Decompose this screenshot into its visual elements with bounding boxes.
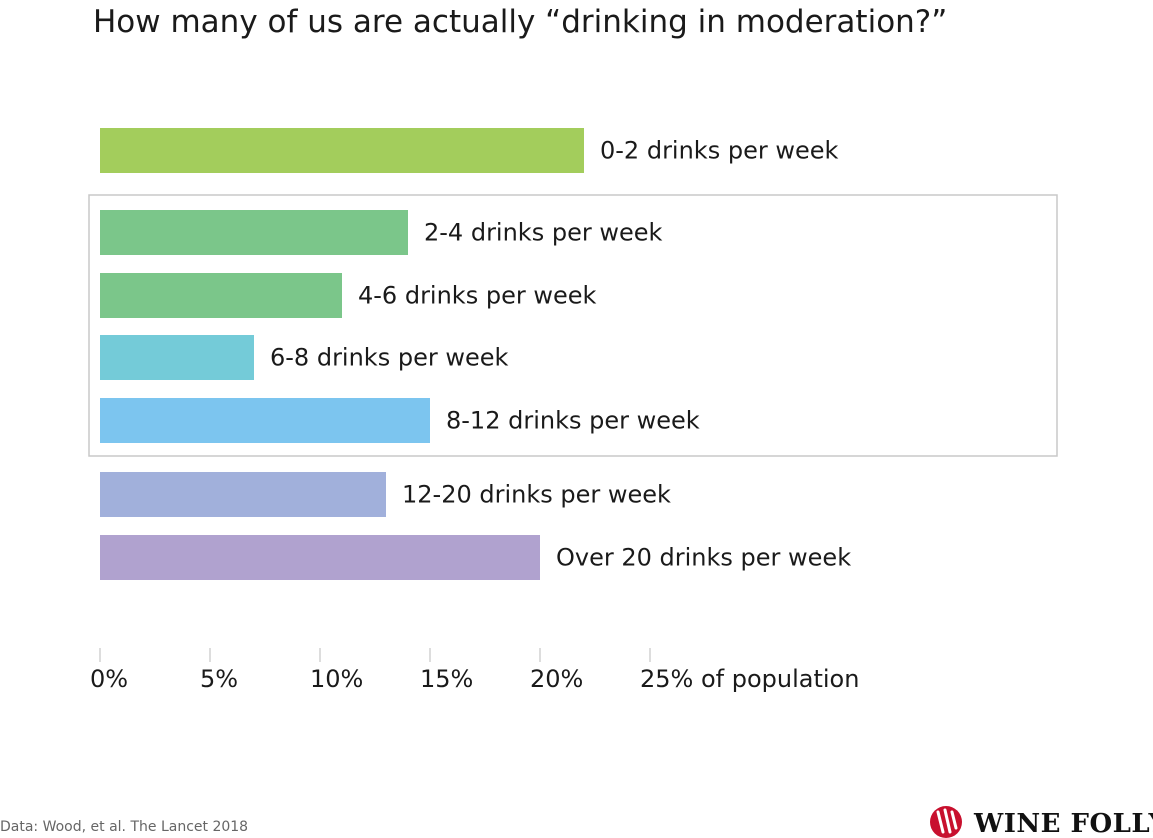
x-tick-label-5: 5%	[200, 665, 238, 693]
chart-title: How many of us are actually “drinking in…	[93, 4, 947, 40]
bar-label-3: 4-6 drinks per week	[358, 282, 596, 310]
source-note: Data: Wood, et al. The Lancet 2018	[0, 819, 248, 835]
bar-label-4: 6-8 drinks per week	[270, 344, 508, 372]
bar-label-7: Over 20 drinks per week	[556, 544, 851, 572]
moderation-highlight-box	[88, 194, 1058, 457]
x-tick-label-25: 25% of population	[640, 665, 859, 693]
bar-5	[100, 398, 430, 443]
bar-label-1: 0-2 drinks per week	[600, 137, 838, 165]
bar-1	[100, 128, 584, 173]
x-tick-label-10: 10%	[310, 665, 363, 693]
wine-folly-logo-icon	[930, 806, 962, 838]
x-tick-label-20: 20%	[530, 665, 583, 693]
bars-group: 0-2 drinks per week 2-4 drinks per week 4-…	[100, 128, 851, 580]
x-tick-label-0: 0%	[90, 665, 128, 693]
bar-6	[100, 472, 386, 517]
bar-7	[100, 535, 540, 580]
wine-folly-logo[interactable]: WINE FOLLY	[930, 806, 1153, 838]
bar-label-6: 12-20 drinks per week	[402, 481, 671, 509]
bar-3	[100, 273, 342, 318]
brand-name: WINE FOLLY	[973, 809, 1153, 838]
bar-label-2: 2-4 drinks per week	[424, 219, 662, 247]
bar-2	[100, 210, 408, 255]
x-axis: 0% 5% 10% 15% 20% 25% of population	[90, 648, 859, 693]
bar-4	[100, 335, 254, 380]
x-tick-label-15: 15%	[420, 665, 473, 693]
bar-label-5: 8-12 drinks per week	[446, 407, 700, 435]
